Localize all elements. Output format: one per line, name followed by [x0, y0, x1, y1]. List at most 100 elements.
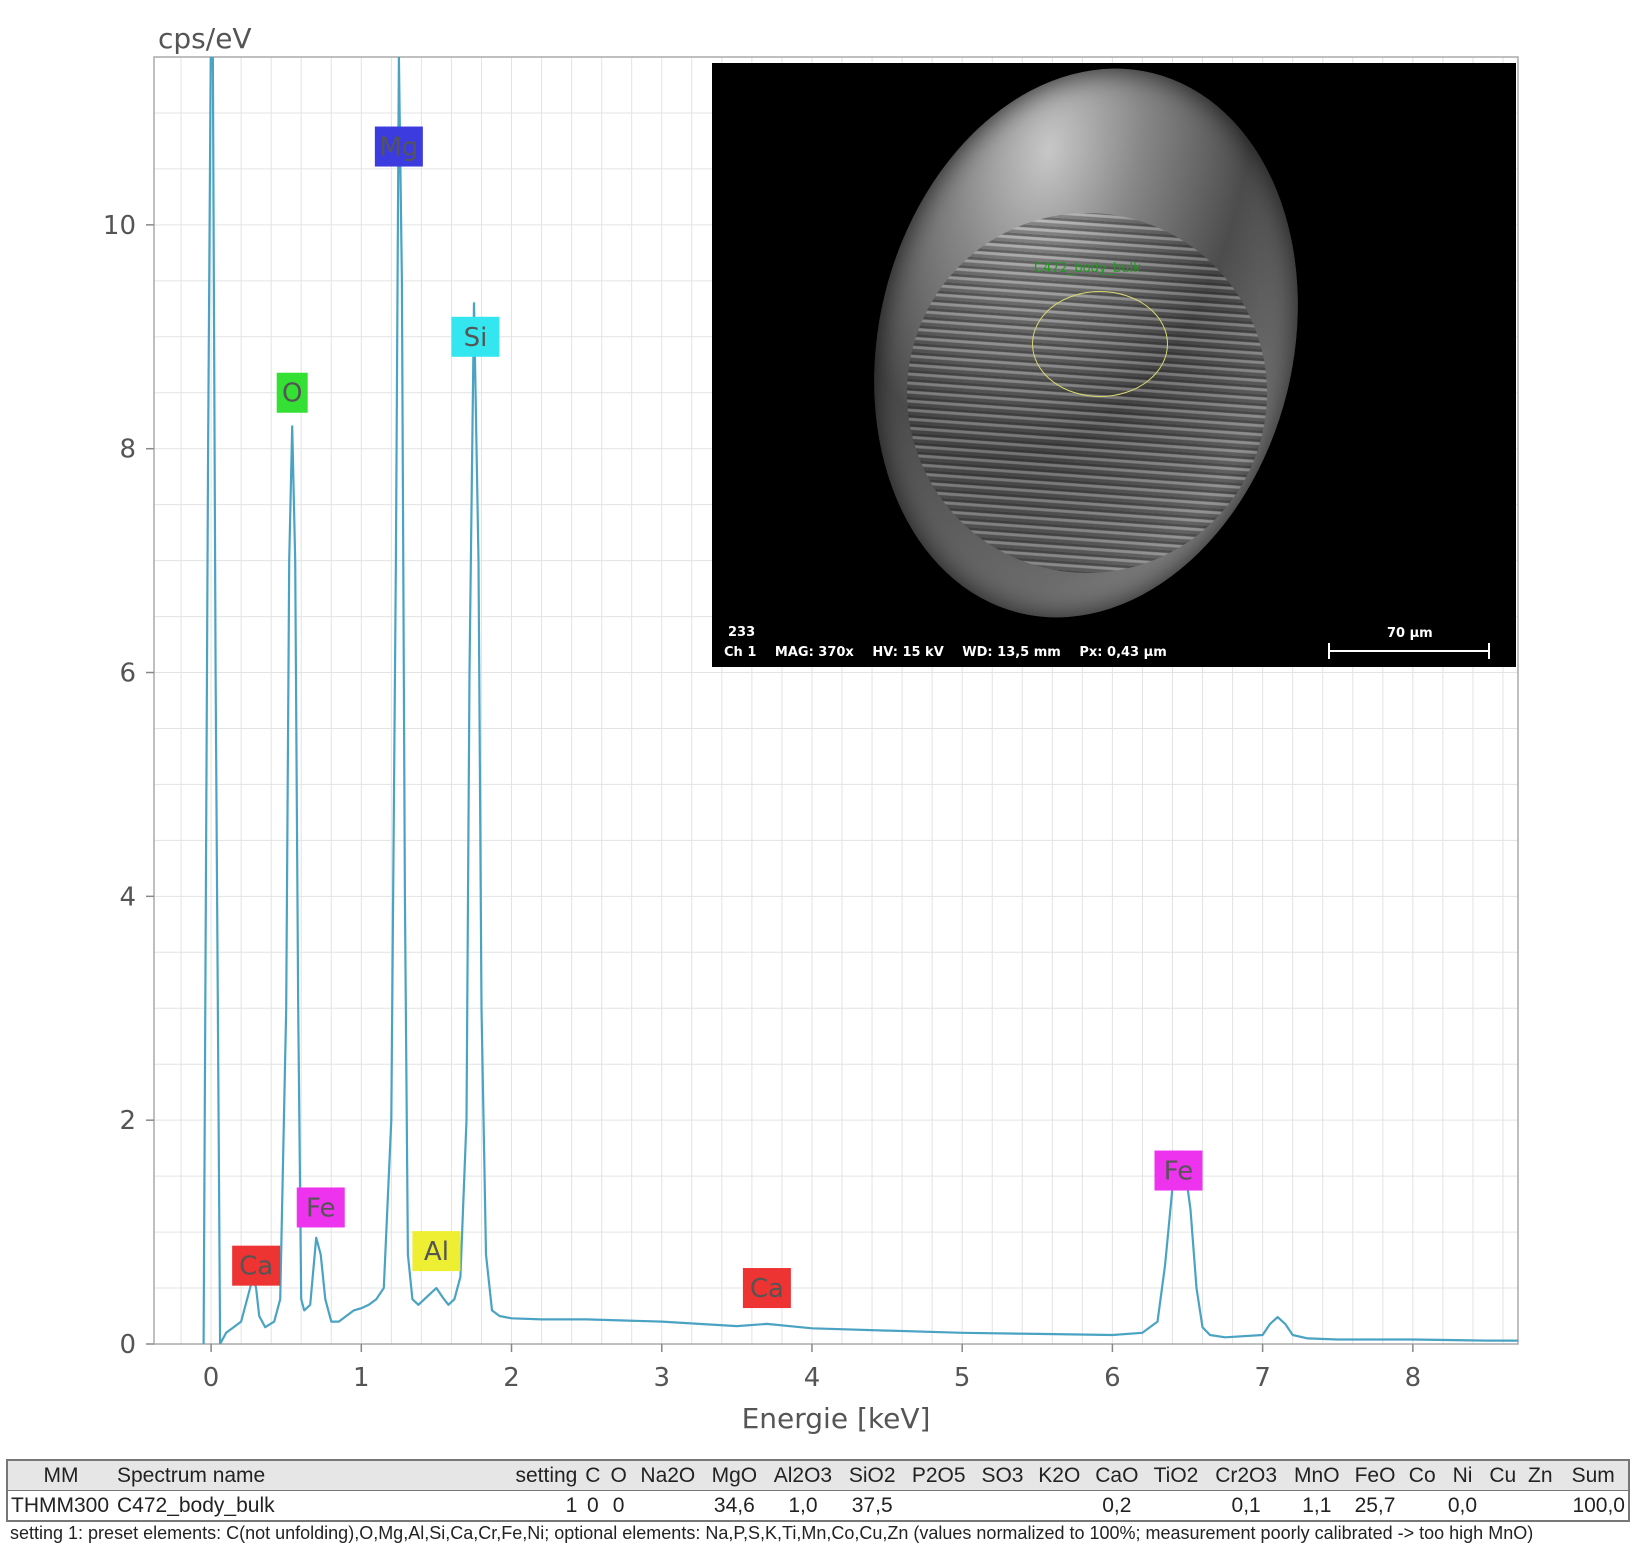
data-cell — [1145, 1490, 1206, 1522]
header-cell: Sum — [1558, 1459, 1630, 1491]
header-cell: MnO — [1286, 1459, 1348, 1491]
peak-label-fe: Fe — [1154, 1150, 1203, 1191]
y-axis-label: cps/eV — [158, 22, 252, 55]
grid-lines — [154, 56, 1518, 1345]
y-tick-label: 10 — [103, 211, 136, 241]
x-axis-label: Energie [keV] — [742, 1402, 931, 1435]
header-cell: TiO2 — [1145, 1459, 1206, 1491]
sem-scale-label: 70 µm — [1387, 626, 1433, 641]
header-cell: Cu — [1483, 1459, 1523, 1491]
sem-magnification: MAG: 370x — [774, 645, 854, 660]
table-header-row: MM Spectrum name setting C O Na2O MgO Al… — [6, 1459, 1630, 1491]
x-tick-label: 7 — [1254, 1363, 1271, 1393]
sem-image-inset: C472_body_bulk 233 Ch 1 MAG: 370x HV: 15… — [712, 63, 1516, 667]
peak-label-text: Ca — [750, 1274, 784, 1304]
data-cell: 37,5 — [841, 1490, 904, 1522]
peak-label-ca: Ca — [742, 1268, 791, 1309]
header-cell: K2O — [1030, 1459, 1088, 1491]
header-cell: CaO — [1087, 1459, 1146, 1491]
x-tick-label: 8 — [1405, 1363, 1422, 1393]
settings-footnote: setting 1: preset elements: C(not unfold… — [10, 1523, 1534, 1543]
sem-roi-ellipse — [1032, 291, 1168, 397]
y-axis-ticks: 0 2 4 6 8 10 — [103, 211, 154, 1360]
data-cell: 25,7 — [1347, 1490, 1403, 1522]
peak-label-text: Si — [464, 323, 488, 353]
header-cell: MgO — [703, 1459, 765, 1491]
x-tick-label: 5 — [954, 1363, 971, 1393]
data-cell: THMM300 — [6, 1490, 114, 1522]
header-cell: Spectrum name — [114, 1459, 500, 1491]
peak-label-text: Fe — [1164, 1157, 1194, 1187]
peak-labels: Mg Si O Fe Ca Al Ca Fe — [232, 126, 1203, 1309]
data-cell: 0,0 — [1441, 1490, 1484, 1522]
peak-label-ca: Ca — [232, 1245, 281, 1286]
plot-frame — [153, 56, 1519, 1345]
header-cell: Al2O3 — [764, 1459, 842, 1491]
peak-label-text: O — [282, 379, 302, 409]
peak-label-al: Al — [412, 1231, 461, 1272]
peak-label-o: O — [276, 372, 308, 413]
x-tick-label: 1 — [353, 1363, 370, 1393]
peak-label-text: Ca — [239, 1252, 273, 1282]
peak-label-text: Mg — [379, 133, 418, 163]
y-tick-label: 8 — [119, 435, 136, 465]
data-cell: 1,0 — [764, 1490, 842, 1522]
header-cell: Cr2O3 — [1206, 1459, 1287, 1491]
header-cell: MM — [6, 1459, 114, 1491]
data-cell: 1,1 — [1286, 1490, 1348, 1522]
data-cell: C472_body_bulk — [114, 1490, 500, 1522]
peak-label-box — [742, 1268, 791, 1309]
data-cell: 0,2 — [1087, 1490, 1146, 1522]
sem-scale-bar — [1328, 643, 1490, 659]
peak-label-box — [276, 372, 308, 413]
y-tick-label: 4 — [119, 882, 136, 912]
sem-pixel-size: Px: 0,43 µm — [1079, 645, 1167, 660]
header-cell: C — [580, 1459, 606, 1491]
data-cell — [1483, 1490, 1523, 1522]
x-tick-label: 6 — [1104, 1363, 1121, 1393]
data-cell — [903, 1490, 975, 1522]
peak-label-box — [374, 126, 423, 167]
table-row: THMM300 C472_body_bulk 1 0 0 34,6 1,0 37… — [6, 1490, 1630, 1522]
composition-table: MM Spectrum name setting C O Na2O MgO Al… — [6, 1459, 1630, 1522]
header-cell: FeO — [1347, 1459, 1403, 1491]
data-cell — [1402, 1490, 1442, 1522]
header-cell: Zn — [1522, 1459, 1559, 1491]
data-cell — [1030, 1490, 1088, 1522]
header-cell: Na2O — [631, 1459, 704, 1491]
header-cell: O — [605, 1459, 632, 1491]
header-cell: setting — [500, 1459, 581, 1491]
peak-label-mg: Mg — [374, 126, 423, 167]
sem-high-voltage: HV: 15 kV — [872, 645, 944, 660]
header-cell: SiO2 — [841, 1459, 904, 1491]
data-cell — [631, 1490, 704, 1522]
header-cell: SO3 — [974, 1459, 1031, 1491]
x-tick-label: 2 — [503, 1363, 520, 1393]
peak-label-si: Si — [451, 316, 500, 357]
eds-spectrum-chart: 0 2 4 6 8 10 0 1 2 3 4 5 6 7 8 Mg Si O Fe Ca Al Ca Fe cps/eV… — [103, 22, 1519, 1435]
data-cell: 100,0 — [1558, 1490, 1630, 1522]
y-tick-label: 2 — [119, 1106, 136, 1136]
peak-label-box — [232, 1245, 281, 1286]
sem-working-distance: WD: 13,5 mm — [962, 645, 1061, 660]
peak-label-box — [451, 316, 500, 357]
sem-channel: Ch 1 — [724, 645, 757, 660]
header-cell: P2O5 — [903, 1459, 975, 1491]
data-cell — [974, 1490, 1031, 1522]
header-cell: Ni — [1441, 1459, 1484, 1491]
data-cell: 0 — [605, 1490, 632, 1522]
peak-label-text: Al — [424, 1237, 449, 1267]
data-cell: 1 — [500, 1490, 581, 1522]
sem-image-id: 233 — [728, 625, 756, 640]
sem-parameters: Ch 1 MAG: 370x HV: 15 kV WD: 13,5 mm Px:… — [724, 645, 1181, 660]
y-tick-label: 6 — [119, 659, 136, 689]
sem-info-bar: 233 Ch 1 MAG: 370x HV: 15 kV WD: 13,5 mm… — [712, 623, 1516, 667]
x-tick-label: 0 — [203, 1363, 220, 1393]
peak-label-fe: Fe — [296, 1187, 345, 1228]
x-tick-label: 4 — [804, 1363, 821, 1393]
data-cell: 0 — [580, 1490, 606, 1522]
peak-label-box — [1154, 1150, 1203, 1191]
data-cell: 34,6 — [703, 1490, 765, 1522]
y-tick-label: 0 — [119, 1330, 136, 1360]
data-cell: 0,1 — [1206, 1490, 1287, 1522]
